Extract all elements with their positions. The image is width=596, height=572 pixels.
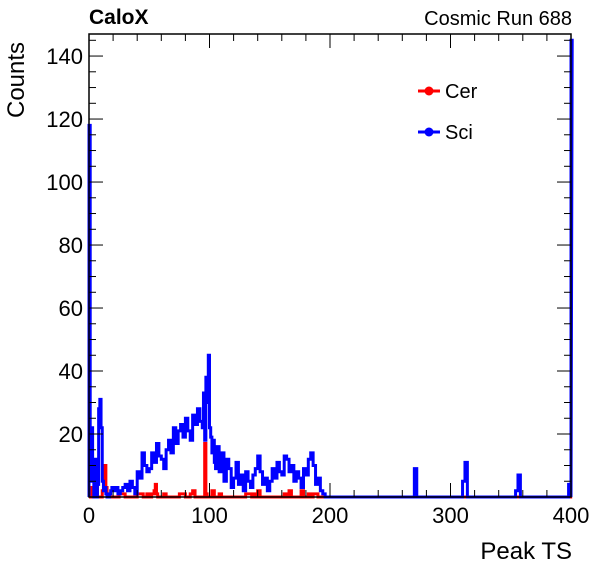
series-line-cer xyxy=(88,441,573,499)
experiment-title: CaloX xyxy=(89,6,149,29)
x-tick-label: 200 xyxy=(312,503,349,528)
series-layer xyxy=(87,38,574,499)
y-tick-label: 80 xyxy=(59,233,83,258)
x-tick-label: 100 xyxy=(191,503,228,528)
x-tick-label: 400 xyxy=(553,503,590,528)
legend-marker-cer xyxy=(424,86,434,96)
y-tick-label: 60 xyxy=(59,296,83,321)
legend-label-cer: Cer xyxy=(445,81,478,103)
legend: Cer Sci xyxy=(418,81,478,144)
y-tick-label: 40 xyxy=(59,359,83,384)
legend-label-sci: Sci xyxy=(445,122,473,144)
x-tick-label: 0 xyxy=(83,503,95,528)
tick-layer: 0 100 200 300 400 20 40 60 80 100 120 140 xyxy=(46,34,589,528)
x-axis-label: Peak TS xyxy=(480,538,572,565)
series-line-sci xyxy=(87,38,574,499)
legend-marker-sci xyxy=(424,127,434,137)
y-tick-label: 120 xyxy=(46,107,83,132)
run-label: Cosmic Run 688 xyxy=(424,8,572,30)
y-tick-label: 20 xyxy=(59,422,83,447)
plot-frame xyxy=(88,33,572,498)
x-tick-label: 300 xyxy=(432,503,469,528)
y-tick-label: 140 xyxy=(46,44,83,69)
y-tick-label: 100 xyxy=(46,170,83,195)
